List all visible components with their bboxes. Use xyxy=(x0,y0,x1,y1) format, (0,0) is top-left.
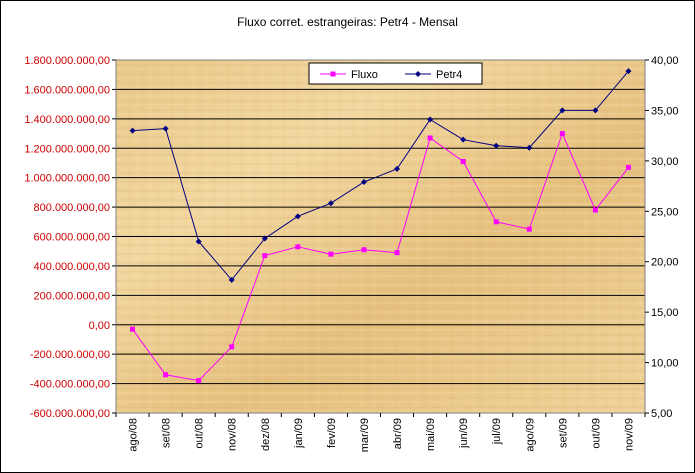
data-point-fluxo xyxy=(295,244,301,250)
x-tick-label: nov/09 xyxy=(623,418,635,451)
data-point-petr4 xyxy=(261,235,268,242)
data-point-fluxo xyxy=(229,344,235,350)
left-tick-label: 0,00 xyxy=(89,320,110,332)
left-tick-label: 1.800.000.000,00 xyxy=(24,55,110,67)
x-tick-label: set/08 xyxy=(161,418,173,448)
data-point-fluxo xyxy=(163,372,169,378)
left-tick-label: 1.000.000.000,00 xyxy=(24,173,110,185)
data-point-fluxo xyxy=(625,164,631,170)
data-point-petr4 xyxy=(526,144,533,151)
left-tick-label: 1.400.000.000,00 xyxy=(24,114,110,126)
right-tick-label: 30,00 xyxy=(651,156,679,168)
x-tick-label: ago/08 xyxy=(128,418,140,452)
data-point-petr4 xyxy=(129,127,136,134)
right-tick-label: 40,00 xyxy=(651,55,679,67)
left-tick-label: 200.000.000,00 xyxy=(34,290,110,302)
data-point-petr4 xyxy=(592,107,599,114)
data-point-fluxo xyxy=(526,226,532,232)
x-tick-label: set/09 xyxy=(557,418,569,448)
x-tick-label: mai/09 xyxy=(425,418,437,451)
x-tick-label: out/08 xyxy=(194,418,206,449)
left-tick-label: 800.000.000,00 xyxy=(34,202,110,214)
x-tick-label: jul/09 xyxy=(491,418,503,445)
right-tick-label: 20,00 xyxy=(651,257,679,269)
data-point-fluxo xyxy=(196,378,202,384)
series-line-fluxo xyxy=(132,132,629,382)
data-point-fluxo xyxy=(394,250,400,256)
x-tick-label: nov/08 xyxy=(227,418,239,451)
data-point-petr4 xyxy=(625,68,632,75)
data-point-fluxo xyxy=(592,207,598,213)
x-tick-label: jan/09 xyxy=(293,418,305,449)
x-tick-label: mar/09 xyxy=(359,418,371,452)
data-point-fluxo xyxy=(361,247,367,253)
left-tick-label: -200.000.000,00 xyxy=(30,349,110,361)
x-axis-ticks: ago/08 set/08 out/08 nov/08 dez/08 jan/09 fev/… xyxy=(115,413,646,452)
left-axis-ticks: 1.800.000.000,00 1.600.000.000,00 1.400.00… xyxy=(24,55,116,420)
data-point-petr4 xyxy=(559,107,566,114)
x-tick-label: jun/09 xyxy=(458,418,470,449)
right-axis-ticks: 40,00 35,00 30,00 25,00 20,00 15,00 10,00 5,00 xyxy=(645,55,679,420)
chart-title: Fluxo corret. estrangeiras: Petr4 - Mens… xyxy=(237,15,458,29)
data-point-petr4 xyxy=(294,213,301,220)
data-point-fluxo xyxy=(328,251,334,257)
legend-box xyxy=(308,62,483,85)
data-point-petr4 xyxy=(162,125,169,132)
right-tick-label: 5,00 xyxy=(651,408,672,420)
series-layer xyxy=(129,68,632,384)
data-point-petr4 xyxy=(493,142,500,149)
left-tick-label: 1.200.000.000,00 xyxy=(24,143,110,155)
legend-marker-petr4 xyxy=(415,71,421,77)
data-point-petr4 xyxy=(360,179,367,186)
left-tick-label: 400.000.000,00 xyxy=(34,261,110,273)
x-tick-label: out/09 xyxy=(590,418,602,449)
data-point-petr4 xyxy=(228,276,235,283)
series-line-petr4 xyxy=(132,70,629,281)
x-tick-label: ago/09 xyxy=(524,418,536,452)
data-point-fluxo xyxy=(493,219,499,225)
x-tick-label: fev/09 xyxy=(326,418,338,448)
left-tick-label: -600.000.000,00 xyxy=(30,408,110,420)
data-point-fluxo xyxy=(130,326,136,332)
right-tick-label: 10,00 xyxy=(651,358,679,370)
data-point-petr4 xyxy=(195,238,202,245)
legend-label-petr4: Petr4 xyxy=(436,69,462,81)
data-point-petr4 xyxy=(427,116,434,123)
legend: Fluxo Petr4 xyxy=(308,62,483,85)
right-tick-label: 35,00 xyxy=(651,105,679,117)
data-point-fluxo xyxy=(460,158,466,164)
left-tick-label: 1.600.000.000,00 xyxy=(24,84,110,96)
right-tick-label: 25,00 xyxy=(651,206,679,218)
data-point-petr4 xyxy=(460,136,467,143)
x-tick-label: dez/08 xyxy=(260,418,272,451)
left-tick-label: 600.000.000,00 xyxy=(34,232,110,244)
x-tick-label: abr/09 xyxy=(392,418,404,449)
data-point-petr4 xyxy=(327,200,334,207)
data-point-fluxo xyxy=(262,253,268,259)
legend-label-fluxo: Fluxo xyxy=(351,69,378,81)
data-point-fluxo xyxy=(427,135,433,141)
legend-marker-fluxo xyxy=(330,71,336,77)
right-tick-label: 15,00 xyxy=(651,307,679,319)
data-point-fluxo xyxy=(559,131,565,137)
left-tick-label: -400.000.000,00 xyxy=(30,379,110,391)
data-point-petr4 xyxy=(394,165,401,172)
